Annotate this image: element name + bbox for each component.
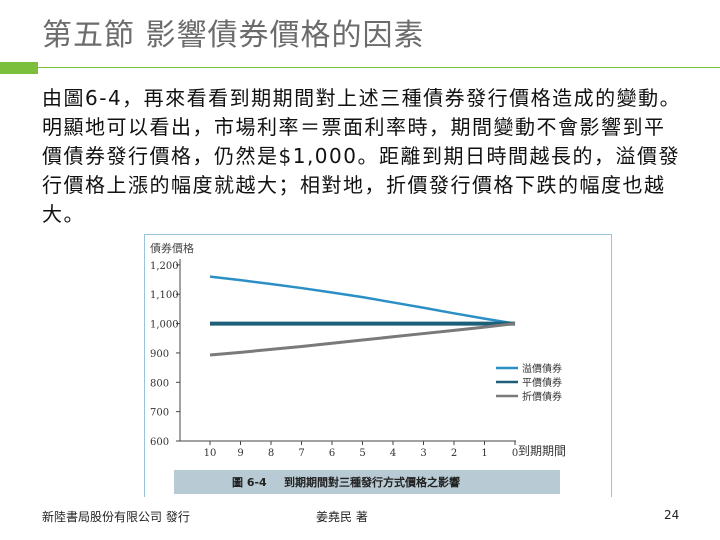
page-number: 24 (664, 508, 680, 522)
x-tick-label: 8 (268, 448, 274, 459)
y-tick-label: 1,000 (150, 320, 179, 331)
caption-bar (174, 470, 560, 494)
caption-label: 圖 6-4 (232, 476, 267, 489)
y-tick-label: 600 (150, 437, 169, 448)
slide-title: 第五節 影響債券價格的因素 (42, 18, 425, 53)
y-tick-label: 1,200 (150, 261, 179, 272)
x-tick-label: 1 (481, 448, 487, 459)
footer-publisher: 新陸書局股份有限公司 發行 (42, 510, 190, 524)
x-tick-label: 9 (237, 448, 243, 459)
y-tick-label: 1,100 (150, 290, 179, 301)
x-ticks: 10 9 8 7 6 5 4 3 2 1 0 (204, 441, 518, 459)
y-tick-label: 800 (150, 378, 169, 389)
y-ticks: 1,200 1,100 1,000 900 800 700 600 (150, 261, 180, 448)
title-accent-bar (0, 62, 38, 74)
y-tick-label: 700 (150, 408, 169, 419)
x-tick-label: 3 (420, 448, 426, 459)
x-tick-label: 10 (204, 448, 217, 459)
title-divider (38, 67, 720, 68)
legend-label: 溢價債券 (522, 362, 562, 375)
footer-author: 姜堯民 著 (316, 510, 368, 524)
legend-label: 平價債券 (522, 376, 562, 389)
x-tick-label: 5 (359, 448, 365, 459)
x-tick-label: 6 (329, 448, 335, 459)
caption-text: 到期期間對三種發行方式價格之影響 (284, 475, 460, 489)
y-tick-label: 900 (150, 349, 169, 360)
x-axis-label: 到期期間 (518, 444, 566, 458)
legend-label: 折價債券 (522, 390, 562, 403)
slide-body-text: 由圖6-4，再來看看到期期間對上述三種債券發行價格造成的變動。明顯地可以看出，市… (42, 86, 682, 226)
x-tick-label: 7 (298, 448, 304, 459)
series-line-1 (209, 275, 516, 325)
series-line-3 (209, 322, 516, 357)
x-tick-label: 2 (451, 448, 457, 459)
x-tick-label: 0 (512, 448, 518, 459)
x-tick-label: 4 (390, 448, 396, 459)
series-lines (209, 275, 516, 357)
y-axis-label: 債券價格 (150, 241, 194, 255)
